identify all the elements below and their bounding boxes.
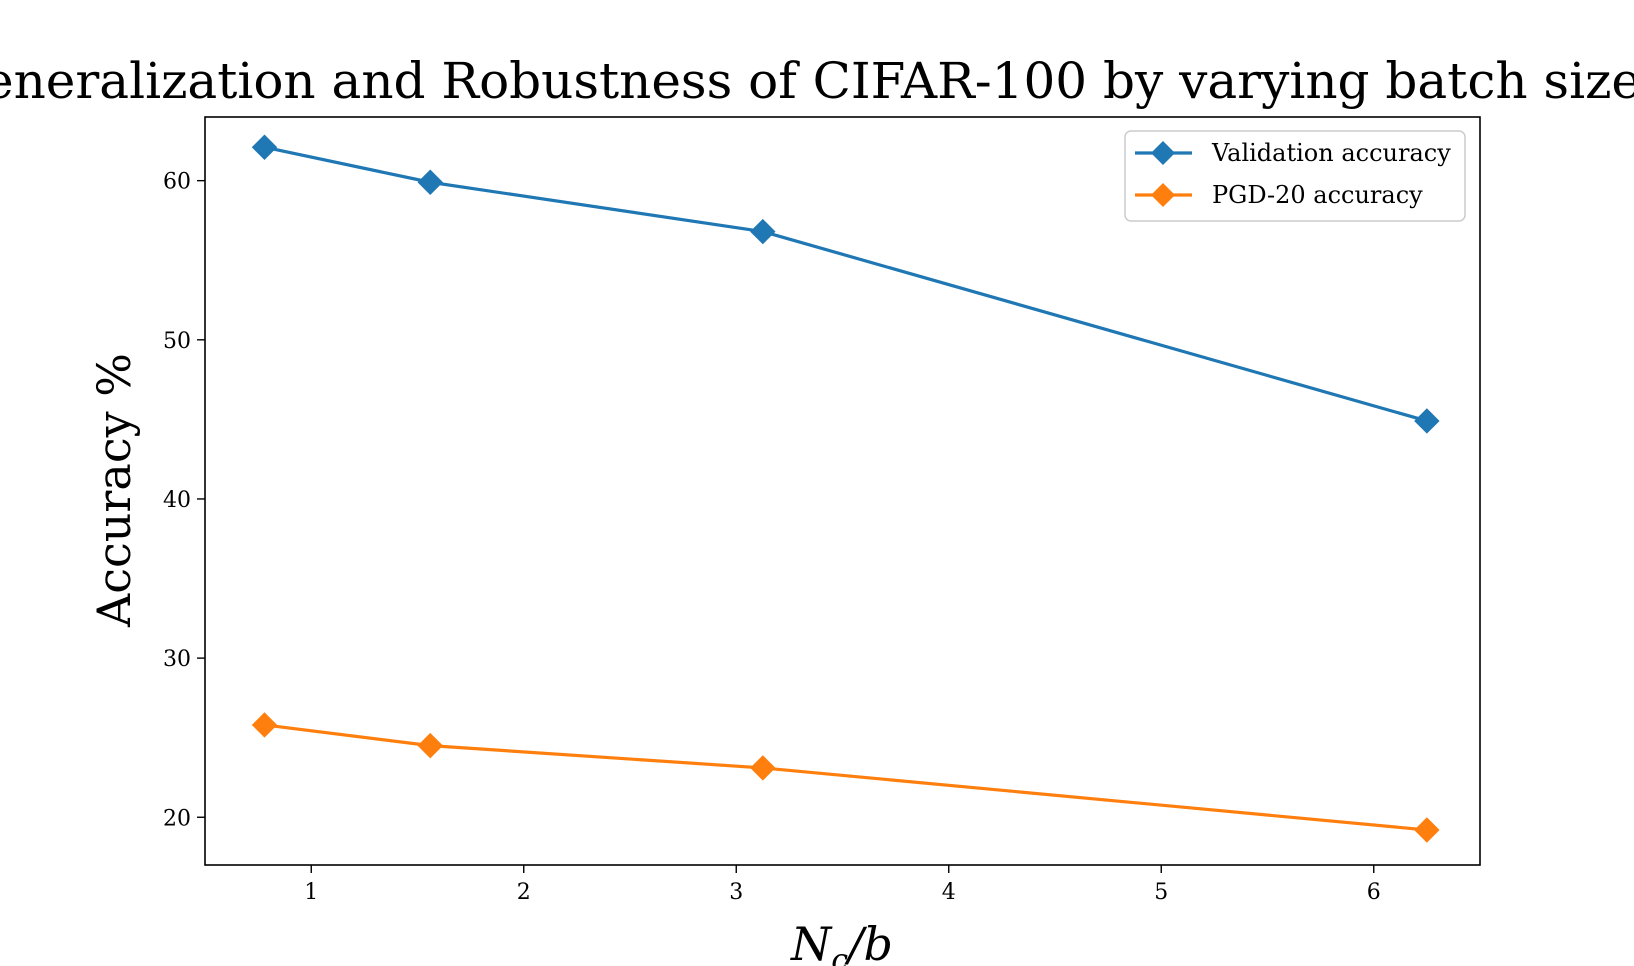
data-point — [251, 134, 278, 160]
data-point — [417, 732, 443, 759]
y-tick-label: 60 — [163, 170, 191, 195]
series-line — [264, 145, 1428, 423]
x-axis-label-sub: c — [831, 943, 848, 966]
data-point — [417, 169, 443, 195]
legend-label: PGD-20 accuracy — [1212, 181, 1423, 209]
chart-title: Generalization and Robustness of CIFAR-1… — [0, 52, 1634, 110]
series-line — [264, 723, 1428, 832]
legend-marker — [1151, 183, 1175, 207]
data-point — [750, 755, 776, 781]
series-validation-accuracy — [251, 134, 1440, 434]
x-axis-ticks: 1 2 3 4 5 6 — [304, 865, 1381, 905]
legend: Validation accuracy PGD-20 accuracy — [1124, 130, 1466, 222]
plot-area — [204, 116, 1481, 866]
x-tick-label: 6 — [1367, 880, 1381, 905]
series-group — [251, 134, 1440, 843]
legend-entry: Validation accuracy — [1135, 139, 1451, 167]
legend-entry: PGD-20 accuracy — [1135, 181, 1423, 209]
x-axis-label: Nc/b — [790, 917, 893, 966]
data-point — [251, 712, 278, 738]
y-axis-label: Accuracy % — [87, 353, 141, 628]
x-tick-label: 3 — [729, 880, 743, 905]
series-pgd20-accuracy — [251, 712, 1440, 843]
x-tick-label: 5 — [1154, 880, 1168, 905]
legend-entries: Validation accuracy PGD-20 accuracy — [1135, 139, 1451, 209]
x-tick-label: 2 — [517, 880, 531, 905]
x-axis-label-rest: /b — [844, 917, 893, 966]
legend-box — [1124, 130, 1466, 222]
chart-title-text: Generalization and Robustness of CIFAR-1… — [0, 52, 1634, 110]
y-axis-ticks: 20 30 40 50 60 — [163, 170, 205, 831]
legend-label: Validation accuracy — [1211, 139, 1451, 167]
y-tick-label: 20 — [163, 806, 191, 831]
legend-marker — [1151, 141, 1175, 165]
x-tick-label: 4 — [942, 880, 956, 905]
data-point — [1414, 817, 1440, 843]
data-point — [750, 218, 776, 245]
x-tick-label: 1 — [304, 880, 318, 905]
y-tick-label: 30 — [163, 647, 191, 672]
data-point — [1414, 408, 1440, 434]
y-tick-label: 50 — [163, 329, 191, 354]
y-tick-label: 40 — [163, 488, 191, 513]
x-axis-label-main: N — [790, 917, 833, 966]
